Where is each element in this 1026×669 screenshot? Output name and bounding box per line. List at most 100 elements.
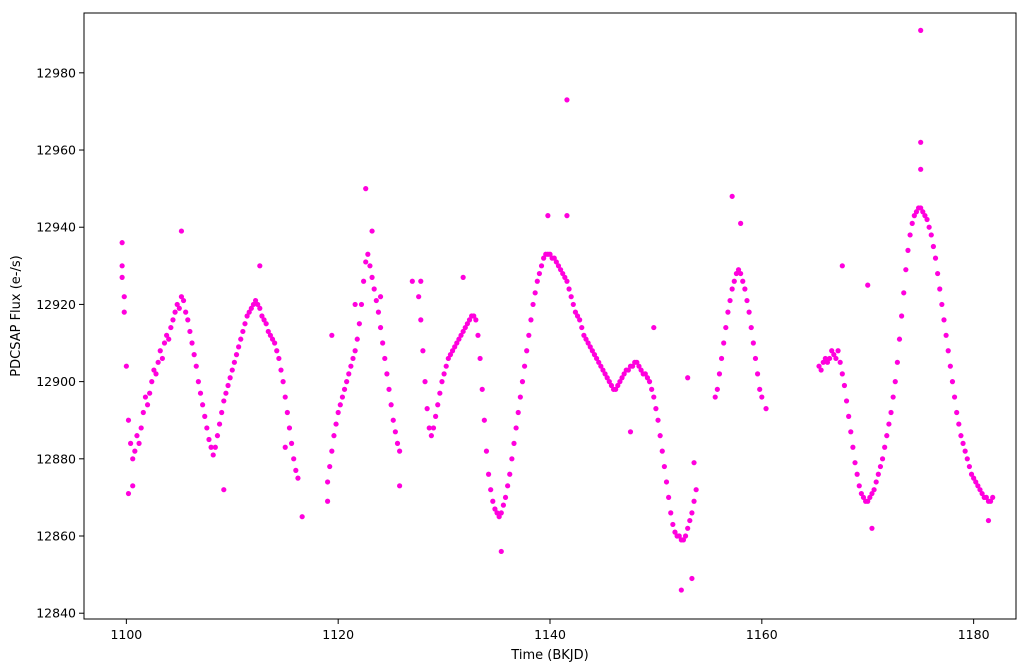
y-tick-label: 12880 bbox=[36, 451, 76, 466]
data-point bbox=[460, 274, 466, 280]
data-point bbox=[409, 278, 415, 284]
data-point bbox=[820, 359, 826, 365]
data-point bbox=[291, 456, 297, 462]
data-point bbox=[968, 471, 975, 477]
data-point bbox=[574, 313, 581, 319]
data-point bbox=[250, 301, 257, 308]
data-point bbox=[759, 394, 765, 400]
data-point bbox=[394, 440, 401, 446]
y-tick-label: 12960 bbox=[36, 143, 76, 158]
data-point bbox=[975, 483, 981, 489]
data-point bbox=[473, 317, 479, 323]
data-point bbox=[231, 359, 237, 365]
data-point bbox=[659, 448, 665, 454]
data-point bbox=[661, 463, 667, 470]
data-point bbox=[871, 487, 877, 493]
data-point bbox=[892, 379, 898, 385]
data-point bbox=[363, 186, 369, 192]
data-point bbox=[935, 270, 941, 277]
data-point bbox=[206, 436, 212, 443]
data-point bbox=[598, 363, 604, 369]
data-point bbox=[651, 394, 657, 400]
data-point bbox=[288, 440, 295, 446]
x-axis: 1100 1120 1140 1160 1180 bbox=[110, 619, 990, 642]
data-point bbox=[238, 336, 244, 342]
data-point bbox=[594, 355, 600, 362]
data-point bbox=[879, 456, 886, 462]
data-point bbox=[121, 294, 127, 300]
data-point bbox=[850, 444, 856, 450]
data-point bbox=[475, 332, 481, 338]
data-point bbox=[615, 382, 621, 389]
data-point bbox=[985, 517, 992, 524]
data-point bbox=[899, 313, 905, 319]
data-point bbox=[269, 336, 276, 342]
data-point bbox=[299, 514, 305, 520]
data-point bbox=[324, 479, 331, 485]
data-point bbox=[884, 433, 890, 439]
data-point bbox=[155, 359, 161, 365]
data-point bbox=[918, 205, 924, 211]
data-point bbox=[324, 498, 331, 504]
data-point bbox=[557, 267, 564, 273]
data-point bbox=[685, 525, 691, 531]
data-point bbox=[333, 421, 339, 427]
data-point bbox=[420, 348, 426, 354]
data-point bbox=[397, 448, 403, 454]
data-point bbox=[718, 355, 725, 362]
data-point bbox=[392, 429, 398, 435]
y-tick-label: 12860 bbox=[36, 529, 76, 544]
data-point bbox=[818, 367, 824, 373]
data-point bbox=[619, 375, 625, 381]
data-point bbox=[564, 97, 570, 103]
data-point bbox=[200, 402, 206, 408]
x-tick-label: 1160 bbox=[746, 627, 778, 642]
data-point bbox=[460, 328, 466, 335]
data-point bbox=[731, 278, 737, 284]
data-point bbox=[604, 375, 610, 381]
data-point bbox=[918, 139, 924, 145]
data-point bbox=[693, 487, 699, 493]
data-point bbox=[462, 324, 468, 331]
data-point bbox=[613, 386, 619, 392]
data-point bbox=[653, 406, 659, 412]
data-point bbox=[827, 355, 833, 362]
data-point bbox=[373, 297, 379, 304]
data-point bbox=[180, 297, 187, 304]
data-point bbox=[130, 456, 136, 462]
data-point bbox=[924, 216, 930, 223]
data-point bbox=[682, 533, 689, 539]
x-tick-label: 1180 bbox=[958, 627, 990, 642]
data-point bbox=[119, 263, 125, 269]
y-tick-label: 12980 bbox=[36, 65, 76, 80]
data-point bbox=[197, 390, 204, 396]
data-point bbox=[178, 294, 185, 300]
data-point bbox=[608, 382, 615, 389]
data-point bbox=[485, 471, 492, 477]
data-point bbox=[174, 301, 180, 308]
data-point bbox=[263, 321, 269, 327]
data-point bbox=[721, 340, 727, 346]
data-point bbox=[854, 471, 860, 477]
data-point bbox=[295, 475, 301, 481]
data-point bbox=[848, 429, 854, 435]
data-point bbox=[911, 213, 917, 219]
data-point bbox=[727, 297, 733, 304]
data-point bbox=[538, 263, 545, 269]
data-point bbox=[947, 363, 953, 369]
data-point bbox=[193, 363, 199, 369]
data-point bbox=[458, 332, 464, 338]
data-point bbox=[913, 209, 920, 215]
data-point bbox=[280, 379, 286, 385]
data-point bbox=[839, 263, 845, 269]
data-point bbox=[867, 494, 873, 501]
data-point bbox=[272, 340, 278, 346]
data-point bbox=[560, 270, 566, 277]
data-point bbox=[361, 278, 367, 284]
data-point bbox=[738, 220, 744, 226]
data-point bbox=[214, 433, 221, 439]
data-point bbox=[740, 278, 746, 284]
data-point bbox=[125, 490, 132, 497]
data-point bbox=[344, 379, 350, 385]
